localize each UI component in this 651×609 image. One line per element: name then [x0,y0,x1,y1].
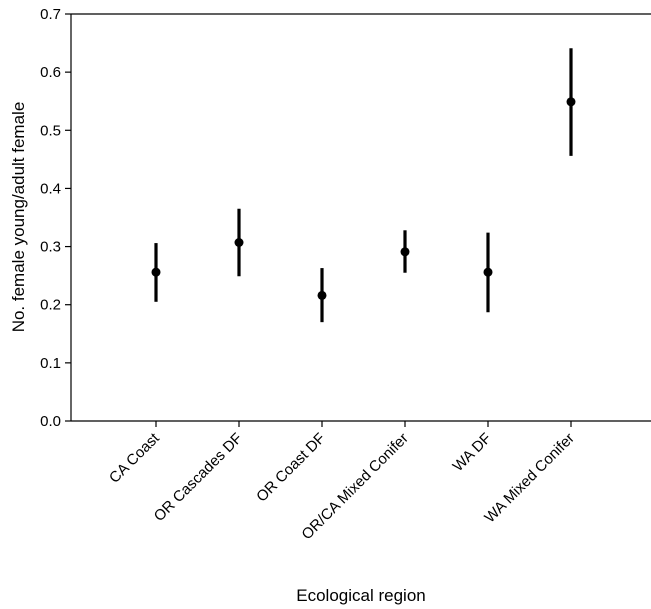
x-tick-label: WA Mixed Conifer [481,430,578,527]
x-tick-label: OR Coast DF [253,430,329,506]
x-tick-label: WA DF [450,430,495,475]
y-tick-label: 0.1 [40,355,61,372]
data-point [566,97,576,107]
errorbar-layer [154,48,573,323]
axes-layer [70,13,651,422]
x-axis-label: Ecological region [296,586,425,605]
y-axis-label: No. female young/adult female [9,102,28,333]
data-point [151,267,161,277]
x-tick-label: OR Cascades DF [151,430,246,525]
data-point [400,247,410,257]
data-point [234,238,244,248]
x-tick-label: CA Coast [106,429,163,486]
y-tick-label: 0.5 [40,122,61,139]
point-layer [151,97,576,300]
data-point [317,290,327,300]
y-tick-label: 0.7 [40,6,61,23]
y-tick-label: 0.3 [40,239,61,256]
y-tick-label: 0.0 [40,413,61,430]
y-tick-label: 0.4 [40,180,61,197]
data-point [483,267,493,277]
y-tick-label: 0.2 [40,297,61,314]
y-tick-label: 0.6 [40,64,61,81]
